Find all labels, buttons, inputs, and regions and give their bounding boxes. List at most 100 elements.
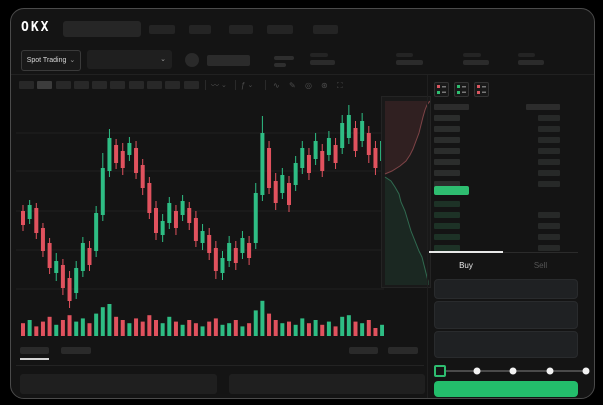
tab-sell[interactable]: Sell: [533, 261, 548, 270]
ask-amount-placeholder: [538, 114, 560, 121]
ask-row[interactable]: [434, 123, 569, 134]
slider-step-dot[interactable]: [546, 367, 553, 375]
nav-item-1[interactable]: [149, 25, 175, 34]
stat-label-1: [310, 53, 328, 57]
trade-tab-bar: [429, 252, 578, 253]
chart-settings-icon[interactable]: ⊛: [321, 81, 328, 90]
nav-item-4[interactable]: [267, 25, 293, 34]
chart-style-selector[interactable]: 〰 ⌄: [211, 81, 227, 90]
slider-handle[interactable]: [434, 365, 446, 377]
timeframe-button-10[interactable]: [183, 81, 199, 89]
line-type-icon[interactable]: ∿: [273, 81, 280, 90]
amount-slider[interactable]: [434, 364, 590, 378]
ask-row[interactable]: [434, 112, 569, 123]
order-type-field[interactable]: [434, 279, 578, 299]
nav-item-3[interactable]: [229, 25, 253, 34]
timeframe-button-5[interactable]: [92, 81, 108, 89]
orderbook-asks[interactable]: [434, 112, 569, 189]
orderbook-combined-icon[interactable]: [434, 82, 449, 97]
bottom-action-1[interactable]: [349, 347, 378, 354]
toolbar-divider: [205, 80, 206, 90]
market-type-label: Spot Trading: [26, 57, 67, 64]
chevron-down-icon: ⌄: [160, 56, 166, 63]
last-price-badge[interactable]: [434, 186, 469, 195]
volume-chart[interactable]: [16, 296, 384, 338]
chevron-down-icon: ⌄: [69, 57, 76, 64]
timeframe-button-3[interactable]: [55, 81, 71, 89]
timeframe-button-9[interactable]: [165, 81, 181, 89]
bottom-tab-orders[interactable]: [20, 347, 49, 354]
ask-price-placeholder: [434, 136, 460, 143]
ask-price-placeholder: [434, 125, 460, 132]
ask-price-placeholder: [434, 147, 460, 154]
slider-step-dot[interactable]: [509, 367, 517, 375]
toolbar-divider: [235, 80, 236, 90]
bid-row[interactable]: [434, 209, 569, 220]
timeframe-button-1[interactable]: [19, 81, 34, 89]
slider-step-dot[interactable]: [582, 367, 590, 375]
depth-chart: [384, 100, 430, 285]
bid-amount-placeholder: [538, 222, 560, 229]
bottom-panel-right: [229, 374, 425, 394]
ask-amount-placeholder: [538, 169, 560, 176]
timeframe-button-7[interactable]: [128, 81, 144, 89]
timeframe-button-2[interactable]: [37, 81, 53, 89]
amount-field[interactable]: [434, 331, 578, 358]
ask-row[interactable]: [434, 134, 569, 145]
nav-item-2[interactable]: [189, 25, 211, 34]
stat-label-3: [463, 53, 481, 57]
price-field[interactable]: [434, 301, 578, 329]
candlestick-chart[interactable]: [16, 93, 384, 343]
stat-value-1: [310, 60, 335, 65]
camera-icon[interactable]: ◎: [305, 81, 312, 90]
okx-logo: OKX: [21, 20, 51, 35]
stat-value-2: [396, 60, 423, 65]
market-type-selector[interactable]: Spot Trading ⌄: [21, 50, 81, 71]
slider-step-dot[interactable]: [473, 367, 480, 375]
indicators-selector[interactable]: ƒ ⌄: [241, 81, 253, 90]
draw-tool-icon[interactable]: ✎: [289, 81, 296, 90]
bottom-divider: [16, 365, 424, 366]
ask-amount-placeholder: [538, 147, 560, 154]
bottom-action-2[interactable]: [388, 347, 418, 354]
buy-tab-indicator: [429, 251, 503, 253]
ask-amount-placeholder: [538, 180, 560, 187]
search-input[interactable]: [63, 21, 141, 37]
bid-price-placeholder: [434, 233, 460, 240]
price-column-header: [434, 103, 469, 110]
ask-price-placeholder: [434, 180, 460, 187]
bid-row[interactable]: [434, 220, 569, 231]
ask-price-placeholder: [434, 114, 460, 121]
ask-price-placeholder: [434, 158, 460, 165]
ask-row[interactable]: [434, 145, 569, 156]
stat-label-4: [518, 53, 535, 57]
stat-value-4: [518, 60, 544, 65]
ask-row[interactable]: [434, 156, 569, 167]
ask-amount-placeholder: [538, 136, 560, 143]
fullscreen-icon[interactable]: ⛶: [337, 81, 343, 90]
nav-item-5[interactable]: [313, 25, 338, 34]
bid-row[interactable]: [434, 242, 569, 253]
timeframe-button-6[interactable]: [110, 81, 126, 89]
buy-button[interactable]: [434, 381, 578, 397]
timeframe-button-8[interactable]: [147, 81, 163, 89]
bottom-tab-history[interactable]: [61, 347, 91, 354]
amount-column-header: [526, 103, 560, 110]
bid-row[interactable]: [434, 231, 569, 242]
tab-buy[interactable]: Buy: [459, 261, 473, 270]
ask-amount-placeholder: [538, 125, 560, 132]
bid-row[interactable]: [434, 198, 569, 209]
ask-row[interactable]: [434, 167, 569, 178]
change-placeholder: [274, 63, 286, 67]
ask-amount-placeholder: [538, 158, 560, 165]
ask-row[interactable]: [434, 178, 569, 189]
timeframe-button-4[interactable]: [73, 81, 89, 89]
bid-price-placeholder: [434, 244, 460, 251]
depth-chart-panel[interactable]: [381, 96, 431, 288]
orderbook-bids-icon[interactable]: [454, 82, 469, 97]
panel-divider: [427, 75, 428, 398]
pair-selector[interactable]: ⌄: [87, 50, 172, 69]
orderbook-bids[interactable]: [434, 198, 569, 253]
bid-price-placeholder: [434, 222, 460, 229]
orderbook-asks-icon[interactable]: [474, 82, 489, 97]
